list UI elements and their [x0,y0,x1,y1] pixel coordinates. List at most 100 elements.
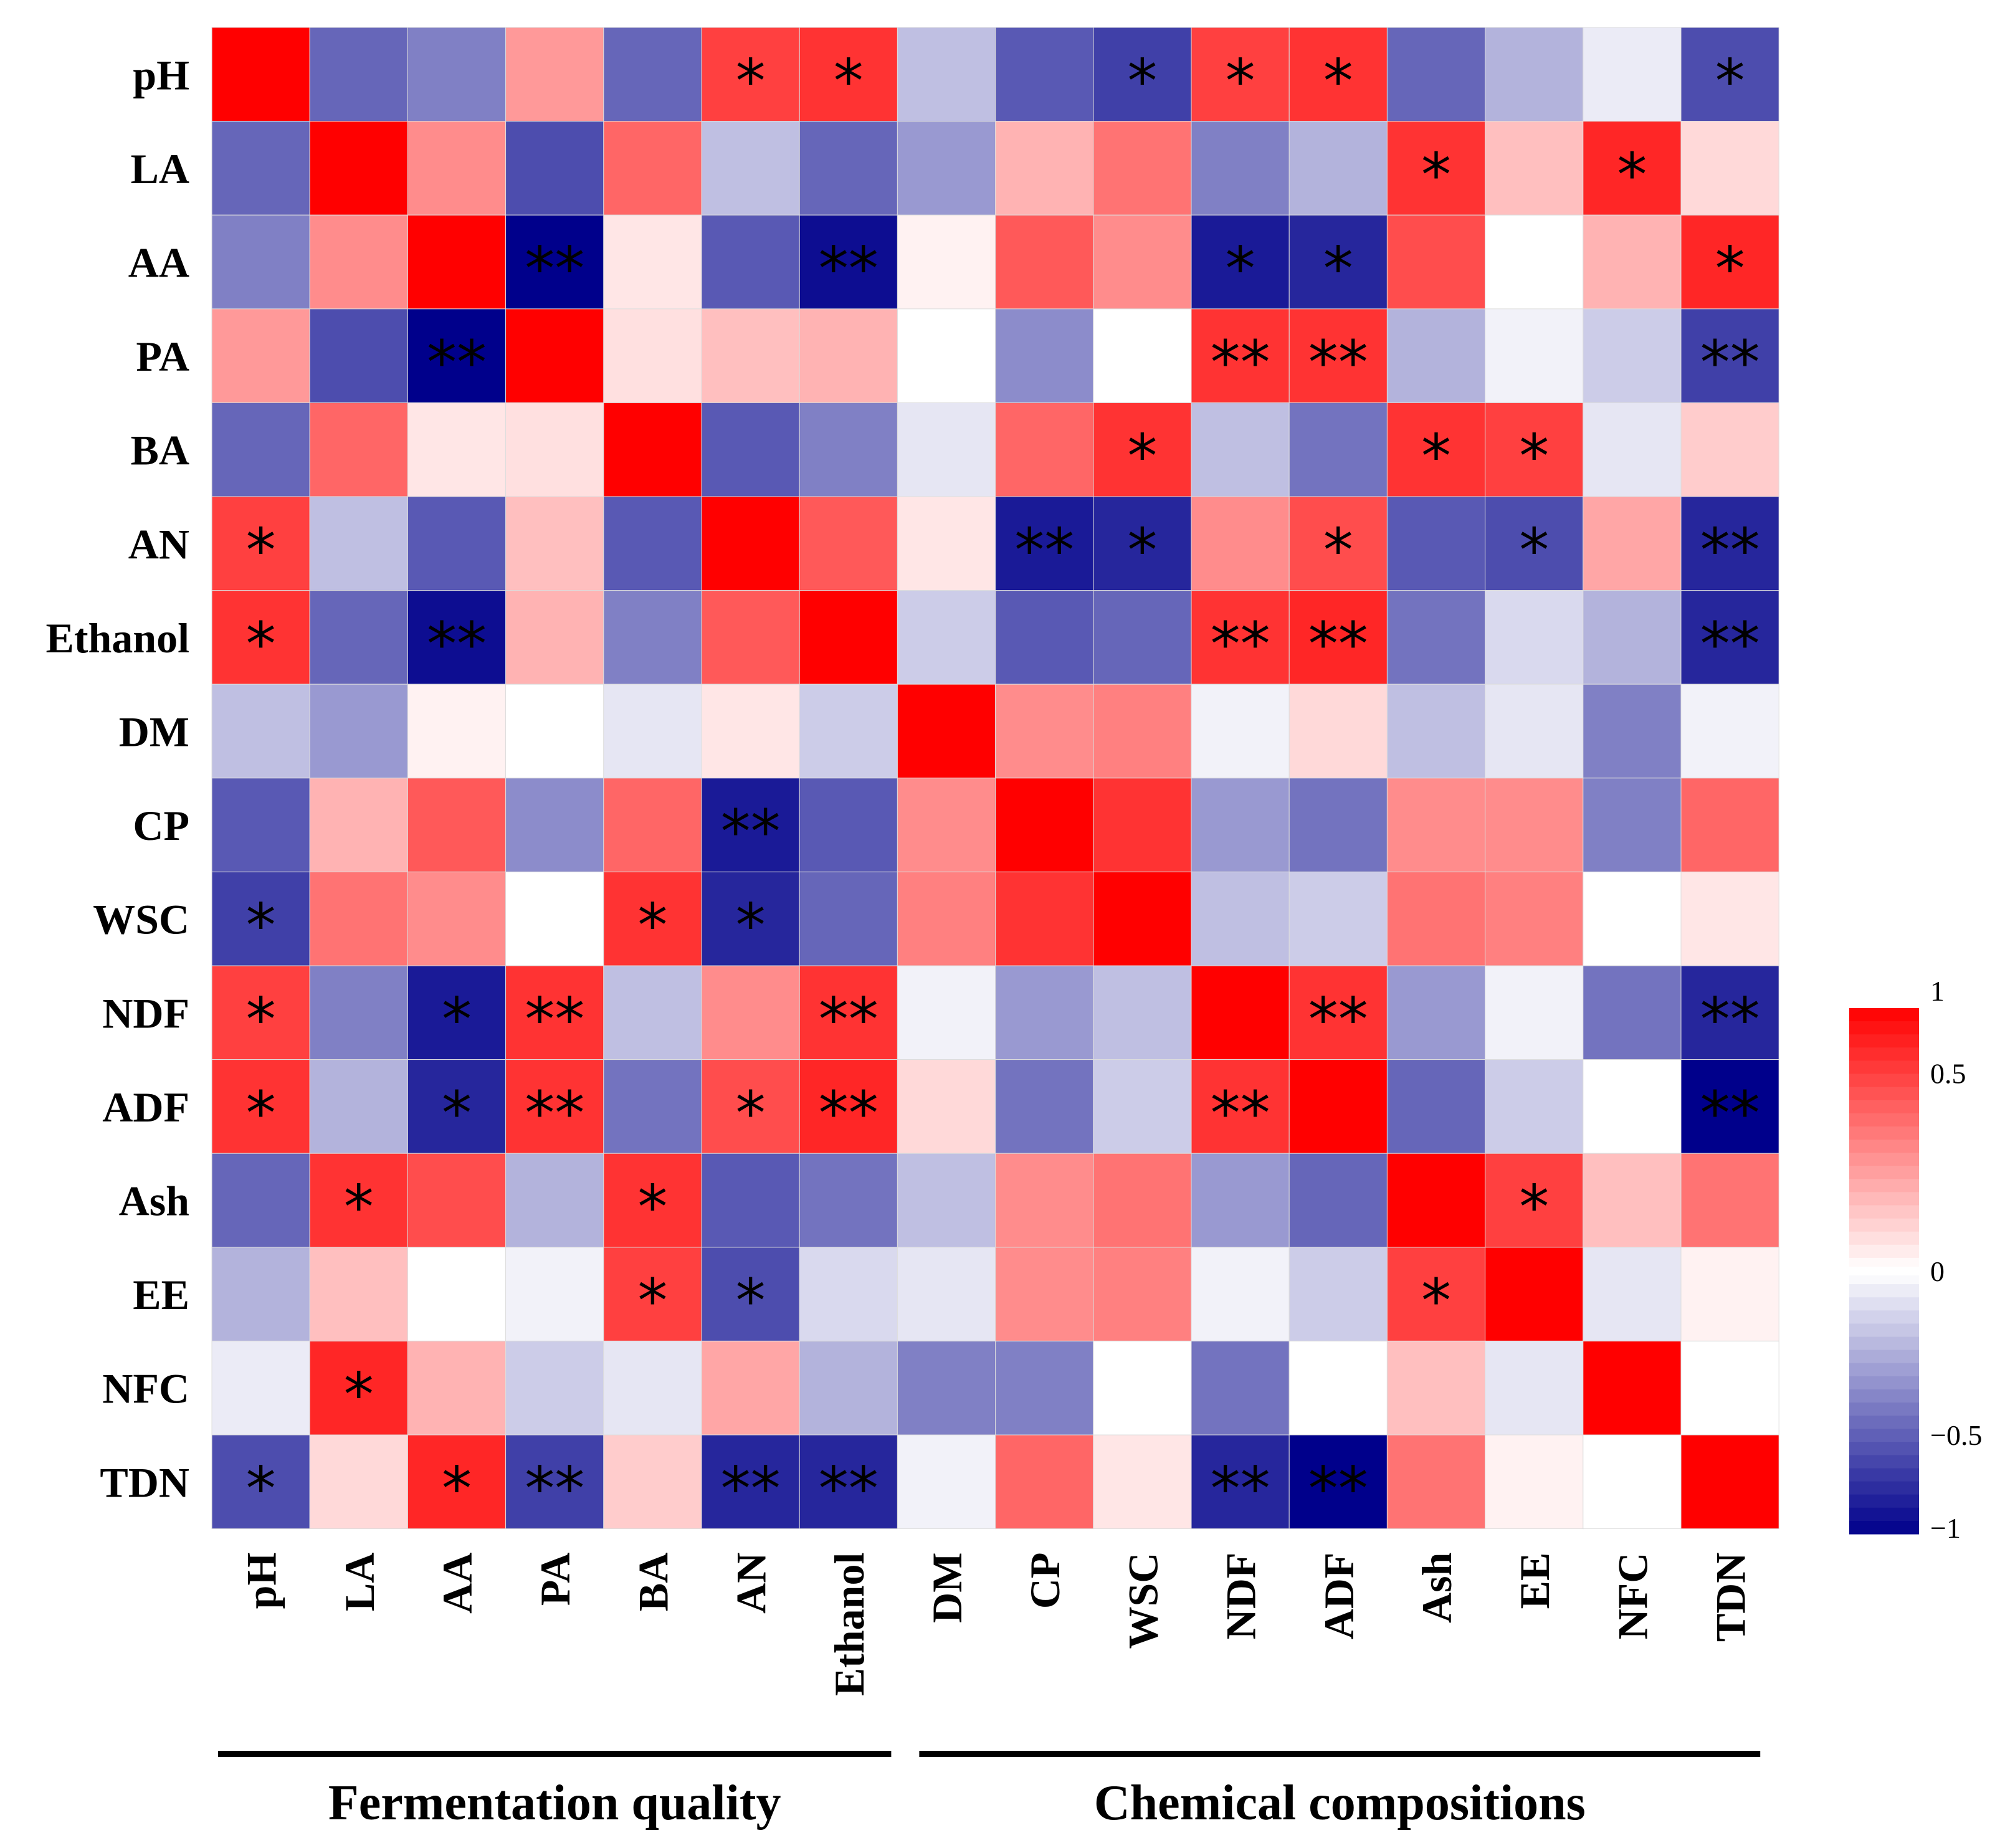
heatmap-cell-WSC-Ethanol [799,871,898,966]
heatmap-cell-DM-WSC [1093,683,1192,779]
heatmap-cell-NFC-CP [995,1340,1094,1436]
heatmap-cell-NFC-NFC [1583,1340,1682,1436]
heatmap-cell-CP-ADF [1288,778,1388,872]
heatmap-cell-EE-Ethanol [799,1247,898,1341]
heatmap-cell-NFC-AN [701,1340,800,1436]
heatmap-cell-BA-ADF [1288,402,1388,497]
heatmap-cell-NFC-AA [407,1340,507,1436]
heatmap-cell-LA-LA [309,121,408,216]
heatmap-cell-CP-pH [211,778,310,872]
heatmap-cell-WSC-EE [1485,871,1584,966]
heatmap-cell-AN-NFC [1583,496,1682,591]
heatmap-cell-AA-NFC [1583,214,1682,310]
heatmap-cell-Ethanol-NDF [1191,590,1290,685]
heatmap-cell-DM-pH [211,683,310,779]
heatmap-cell-LA-NFC [1583,121,1682,216]
heatmap-cell-pH-BA [603,27,702,122]
heatmap-cell-LA-AN [701,121,800,216]
colorbar-segment [1849,1140,1919,1153]
heatmap-cell-Ash-Ethanol [799,1153,898,1248]
row-label: ADF [102,1084,189,1131]
heatmap-cell-ADF-ADF [1288,1059,1388,1154]
heatmap-cell-EE-CP [995,1247,1094,1341]
column-labels: pH LA AA PA BA AN Ethanol DM CP WSC NDF ADF Ash EE NFC… [238,1553,1755,1697]
heatmap-cell-DM-TDN [1680,683,1779,779]
heatmap-cell-AA-BA [603,214,702,310]
heatmap-cell-pH-PA [505,27,604,122]
significance-mark: ** [721,1454,781,1523]
heatmap-cell-LA-AA [407,121,507,216]
heatmap-cell-Ethanol-CP [995,590,1094,685]
heatmap-cell-Ash-BA [603,1153,702,1248]
significance-mark: * [1127,422,1157,492]
heatmap-cell-NDF-Ash [1386,965,1486,1060]
significance-mark: ** [1700,328,1760,398]
colorbar-segment [1849,1205,1919,1219]
heatmap-cell-NFC-ADF [1288,1340,1388,1436]
heatmap-cell-WSC-LA [309,871,408,966]
heatmap-cell-CP-NDF [1191,778,1290,872]
significance-mark: * [1323,515,1353,585]
heatmap-cell-NDF-ADF [1288,965,1388,1060]
heatmap-cell-Ethanol-TDN [1680,590,1779,685]
heatmap-cell-CP-WSC [1093,778,1192,872]
heatmap-cell-PA-AN [701,308,800,403]
heatmap-cell-TDN-AN [701,1434,800,1530]
column-label: NFC [1609,1553,1656,1640]
heatmap-cell-pH-LA [309,27,408,122]
significance-mark: * [1421,1266,1451,1336]
heatmap-cell-NDF-AN [701,965,800,1060]
significance-mark: * [1323,234,1353,304]
heatmap-cell-NFC-WSC [1093,1340,1192,1436]
heatmap-cell-BA-WSC [1093,402,1192,497]
heatmap-cell-NFC-PA [505,1340,604,1436]
heatmap-cell-CP-LA [309,778,408,872]
heatmap-cell-Ash-NDF [1191,1153,1290,1248]
heatmap-cell-ADF-Ash [1386,1059,1486,1154]
heatmap-cell-AN-EE [1485,496,1584,591]
colorbar-tick-label: 0.5 [1930,1057,1966,1089]
column-label: EE [1511,1553,1558,1609]
heatmap-cell-LA-NDF [1191,121,1290,216]
heatmap-cell-Ash-WSC [1093,1153,1192,1248]
column-label: Ethanol [826,1553,873,1697]
heatmap-cell-Ethanol-PA [505,590,604,685]
heatmap-cell-pH-AA [407,27,507,122]
heatmap-cell-AA-Ethanol [799,214,898,310]
heatmap-cell-ADF-CP [995,1059,1094,1154]
group-brackets: Fermentation quality Chemical composition… [218,1751,1761,1831]
significance-mark: ** [819,1454,879,1523]
heatmap-cell-LA-ADF [1288,121,1388,216]
heatmap-cell-PA-AA [407,308,507,403]
significance-mark: * [637,1173,667,1242]
heatmap-cell-CP-Ethanol [799,778,898,872]
significance-mark: ** [525,1079,584,1148]
heatmap-cell-BA-BA [603,402,702,497]
colorbar-segment [1849,1507,1919,1522]
heatmap-cell-BA-Ethanol [799,402,898,497]
heatmap-cell-TDN-NFC [1583,1434,1682,1530]
significance-mark: ** [819,984,879,1054]
significance-mark: * [246,609,276,679]
heatmap-cell-CP-EE [1485,778,1584,872]
heatmap-cell-NFC-pH [211,1340,310,1436]
heatmap-cell-EE-ADF [1288,1247,1388,1341]
heatmap-cell-BA-AN [701,402,800,497]
heatmap-cell-EE-WSC [1093,1247,1192,1341]
significance-mark: ** [1211,609,1270,679]
colorbar-segment [1849,1416,1919,1429]
heatmap-cell-PA-BA [603,308,702,403]
heatmap-cell-DM-NFC [1583,683,1682,779]
heatmap-cell-BA-AA [407,402,507,497]
heatmap-cell-WSC-AA [407,871,507,966]
heatmap-cell-LA-pH [211,121,310,216]
row-label: LA [131,145,189,193]
significance-mark: ** [1308,984,1368,1054]
heatmap-cell-pH-CP [995,27,1094,122]
heatmap-cell-Ethanol-AN [701,590,800,685]
heatmap-cell-AN-CP [995,496,1094,591]
heatmap-cell-BA-PA [505,402,604,497]
significance-mark: * [736,1079,766,1148]
heatmap-cell-EE-Ash [1386,1247,1486,1341]
heatmap-cell-AN-pH [211,496,310,591]
